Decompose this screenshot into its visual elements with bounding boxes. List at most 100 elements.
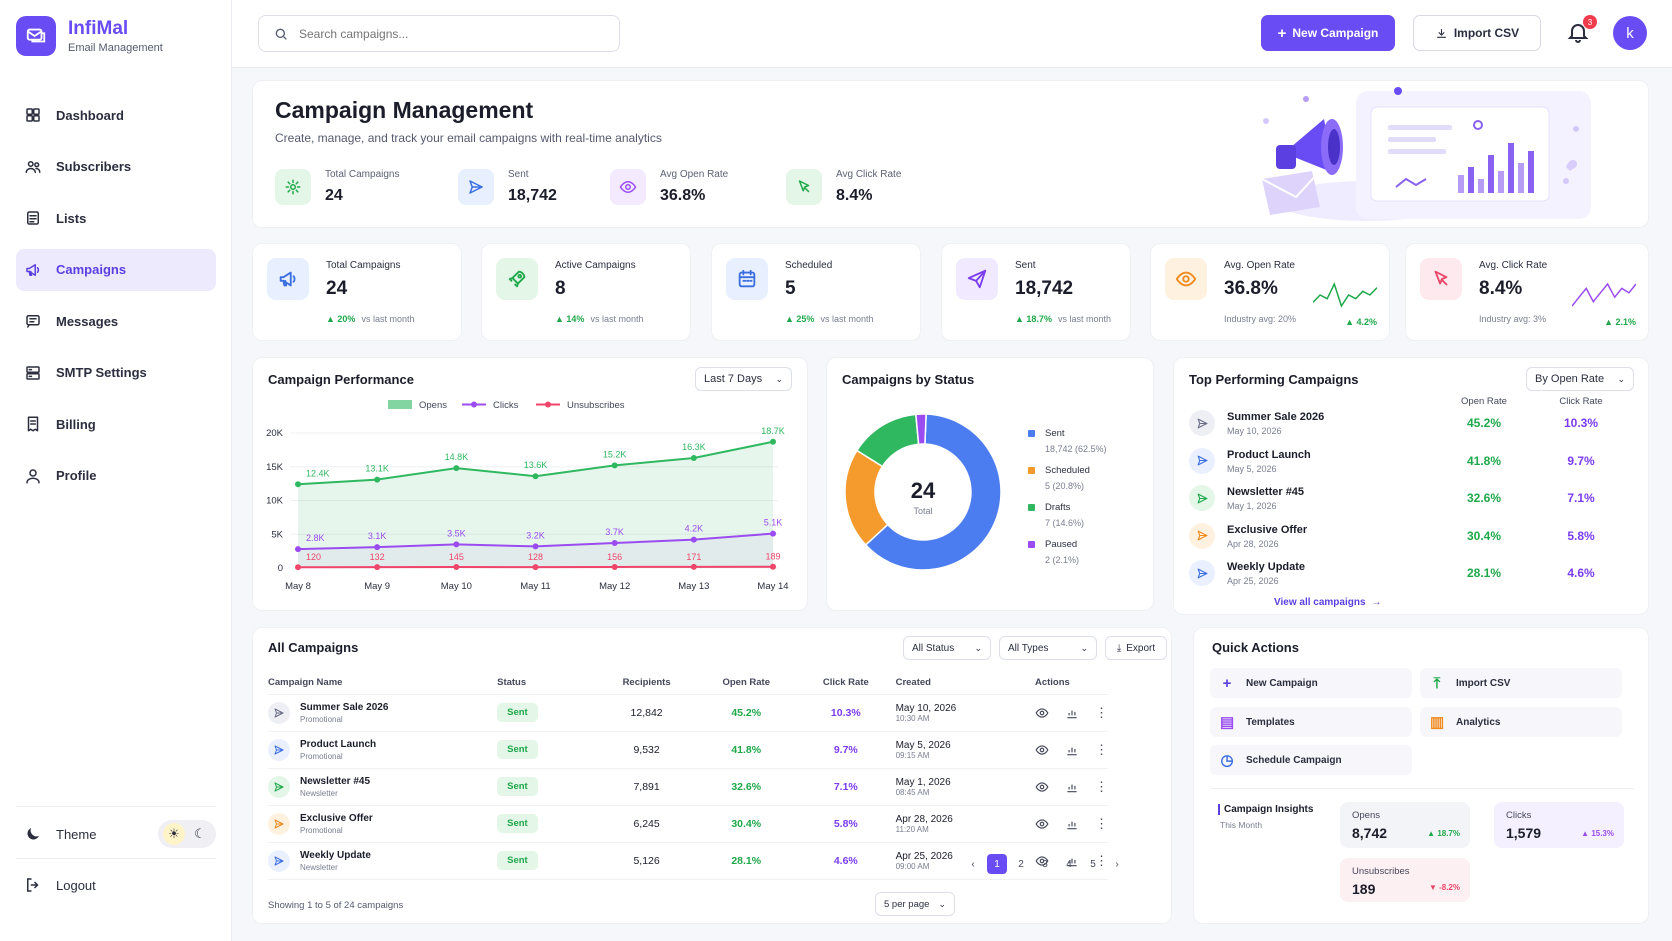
theme-toggle[interactable]: ☀ ☾	[158, 820, 216, 848]
campaign-icon	[268, 849, 290, 872]
campaign-name: Weekly Update	[300, 849, 371, 861]
logout-button[interactable]: Logout	[16, 876, 96, 894]
analytics-icon[interactable]	[1065, 780, 1079, 794]
document-icon: ▤	[1220, 714, 1235, 731]
cell-actions: ⋮	[1034, 805, 1108, 843]
insight-value: 189	[1352, 881, 1376, 897]
search-box[interactable]	[258, 15, 620, 52]
page-button[interactable]: 2	[1018, 858, 1024, 870]
cell-created: May 5, 2026 09:15 AM	[895, 731, 1035, 769]
sparkline	[1572, 282, 1636, 307]
x-tick-label: May 11	[520, 581, 550, 592]
insight-label: Unsubscribes	[1352, 866, 1410, 877]
cell-recipients: 9,532	[596, 731, 697, 769]
top-campaign-row[interactable]: Newsletter #45 May 1, 2026 32.6% 7.1%	[1189, 483, 1629, 515]
donut-slice-sent	[864, 413, 1002, 571]
table-row[interactable]: Weekly Update Newsletter Sent 5,126 28.1% 4.6…	[268, 842, 1108, 880]
cell-recipients: 6,245	[596, 805, 697, 843]
templates-action[interactable]: ▤ Templates	[1210, 707, 1412, 737]
table-row[interactable]: Summer Sale 2026 Promotional Sent 12,842 45.…	[268, 694, 1108, 732]
upload-icon: ⤒	[1433, 674, 1441, 692]
hero-stat-label: Avg Click Rate	[836, 169, 902, 180]
moon-toggle-icon[interactable]: ☾	[194, 826, 206, 841]
sidebar-item-smtp-settings[interactable]: SMTP Settings	[16, 352, 216, 394]
top-open-rate: 28.1%	[1466, 566, 1502, 580]
per-page-select[interactable]: 5 per page ⌄	[875, 892, 955, 916]
top-campaign-row[interactable]: Exclusive Offer Apr 28, 2026 30.4% 5.8%	[1189, 521, 1629, 553]
sidebar-item-subscribers[interactable]: Subscribers	[16, 146, 216, 188]
page-button[interactable]: 1	[987, 854, 1007, 874]
campaign-performance-card: Campaign Performance Last 7 Days ⌄ Opens…	[252, 357, 808, 611]
export-button[interactable]: ⤓ Export	[1105, 636, 1167, 660]
x-tick-label: May 9	[364, 581, 390, 592]
sidebar-item-campaigns[interactable]: Campaigns	[16, 248, 216, 291]
import-csv-action[interactable]: ⤒ Import CSV	[1420, 668, 1622, 698]
top-campaign-row[interactable]: Summer Sale 2026 May 10, 2026 45.2% 10.3%	[1189, 408, 1629, 440]
sidebar-item-lists[interactable]: Lists	[16, 197, 216, 239]
legend-detail: 7 (14.6%)	[1045, 518, 1084, 528]
new-campaign-action[interactable]: + New Campaign	[1210, 668, 1412, 698]
plus-icon: +	[1222, 674, 1232, 692]
data-point	[295, 564, 301, 571]
chevron-down-icon: ⌄	[938, 898, 946, 909]
analytics-action[interactable]: ▥ Analytics	[1420, 707, 1622, 737]
more-icon[interactable]: ⋮	[1094, 815, 1108, 831]
new-campaign-button[interactable]: + New Campaign	[1261, 15, 1395, 51]
donut-slice-paused	[915, 413, 927, 446]
insight-delta-value: 15.3%	[1591, 829, 1614, 838]
brand[interactable]: InfiMal Email Management	[16, 16, 163, 56]
search-input[interactable]	[299, 26, 589, 41]
users-icon	[24, 158, 42, 176]
view-icon[interactable]	[1035, 780, 1049, 794]
campaign-name: Newsletter #45	[300, 775, 371, 787]
view-icon[interactable]	[1035, 854, 1049, 868]
analytics-icon[interactable]	[1065, 854, 1079, 868]
type-filter[interactable]: All Types ⌄	[999, 636, 1097, 660]
analytics-icon[interactable]	[1065, 706, 1079, 720]
avatar[interactable]: k	[1613, 16, 1647, 50]
analytics-icon[interactable]	[1065, 817, 1079, 831]
data-label: 132	[370, 552, 385, 562]
created-time: 09:00 AM	[895, 861, 930, 871]
table-row[interactable]: Exclusive Offer Promotional Sent 6,245 30.4%…	[268, 805, 1108, 843]
sidebar-item-billing[interactable]: Billing	[16, 403, 216, 445]
stat-delta-value: 20%	[337, 314, 356, 324]
next-page-button[interactable]: ›	[1115, 858, 1119, 870]
schedule-campaign-action[interactable]: ◷ Schedule Campaign	[1210, 745, 1412, 775]
top-campaign-row[interactable]: Product Launch May 5, 2026 41.8% 9.7%	[1189, 446, 1629, 478]
import-csv-button[interactable]: Import CSV	[1413, 15, 1541, 51]
table-row[interactable]: Product Launch Promotional Sent 9,532 41.8% 9…	[268, 731, 1108, 769]
more-icon[interactable]: ⋮	[1094, 778, 1108, 794]
campaign-type: Promotional	[300, 714, 343, 724]
sun-icon[interactable]: ☀	[163, 823, 185, 845]
sidebar-item-messages[interactable]: Messages	[16, 300, 216, 342]
notifications-button[interactable]: 3	[1566, 15, 1597, 48]
sidebar-item-profile[interactable]: Profile	[16, 455, 216, 497]
more-icon[interactable]: ⋮	[1094, 741, 1108, 757]
table-row[interactable]: Newsletter #45 Newsletter Sent 7,891 32.6% 7.…	[268, 768, 1108, 806]
more-icon[interactable]: ⋮	[1094, 852, 1108, 868]
per-page-value: 5 per page	[884, 898, 930, 910]
page-button[interactable]: 4	[1066, 858, 1072, 870]
range-dropdown[interactable]: Last 7 Days ⌄	[695, 367, 792, 391]
hero-banner: Campaign Management Create, manage, and …	[252, 80, 1649, 228]
view-all-link[interactable]: View all campaigns →	[1274, 597, 1382, 608]
column-header: Recipients	[596, 672, 697, 695]
top-campaign-row[interactable]: Weekly Update Apr 25, 2026 28.1% 4.6%	[1189, 558, 1629, 590]
server-icon	[24, 364, 42, 382]
status-filter[interactable]: All Status ⌄	[903, 636, 991, 660]
view-icon[interactable]	[1035, 743, 1049, 757]
prev-page-button[interactable]: ‹	[971, 858, 975, 870]
top-click-rate: 9.7%	[1567, 453, 1595, 468]
more-icon[interactable]: ⋮	[1094, 704, 1108, 720]
chart-icon: ▥	[1430, 714, 1445, 731]
performance-title: Campaign Performance	[268, 372, 414, 387]
analytics-icon[interactable]	[1065, 743, 1079, 757]
view-icon[interactable]	[1035, 706, 1049, 720]
sort-dropdown[interactable]: By Open Rate ⌄	[1526, 367, 1634, 391]
view-icon[interactable]	[1035, 817, 1049, 831]
sidebar-item-dashboard[interactable]: Dashboard	[16, 94, 216, 136]
column-header: Actions	[1034, 672, 1108, 695]
page-button[interactable]: 3	[1042, 858, 1048, 870]
page-button[interactable]: 5	[1090, 858, 1096, 870]
